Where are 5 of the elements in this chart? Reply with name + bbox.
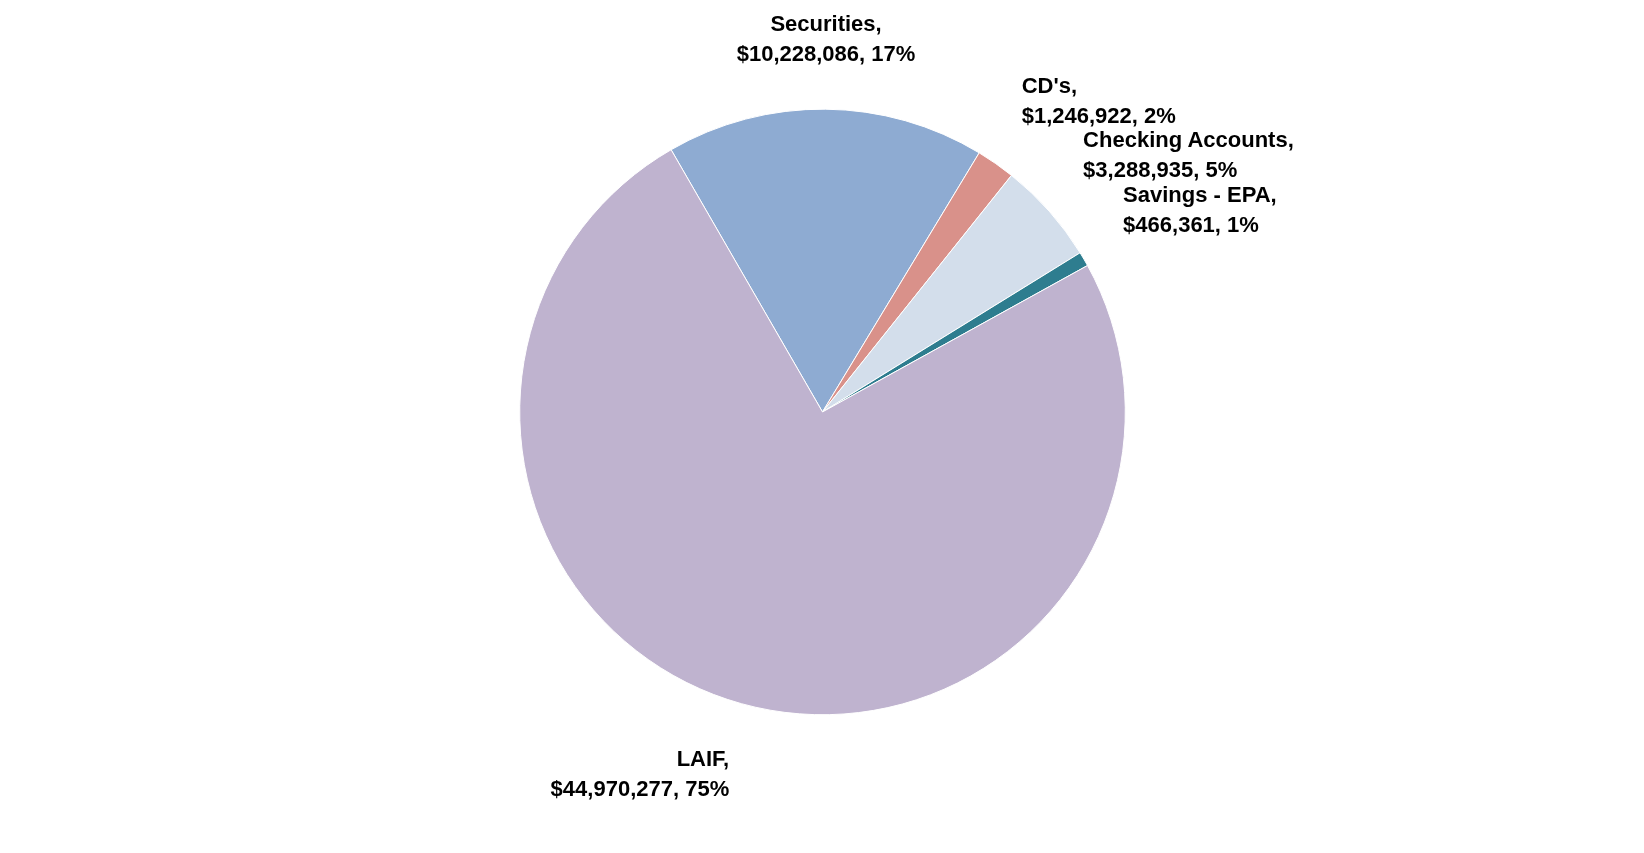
slice-label: LAIF, $44,970,277, 75% xyxy=(550,745,730,801)
slice-label: Securities, $10,228,086, 17% xyxy=(736,10,916,66)
slice-label: Savings - EPA, $466,361, 1% xyxy=(1123,182,1277,238)
slice-label: CD's, $1,246,922, 2% xyxy=(1021,72,1176,128)
slice-label: Checking Accounts, $3,288,935, 5% xyxy=(1083,127,1294,183)
